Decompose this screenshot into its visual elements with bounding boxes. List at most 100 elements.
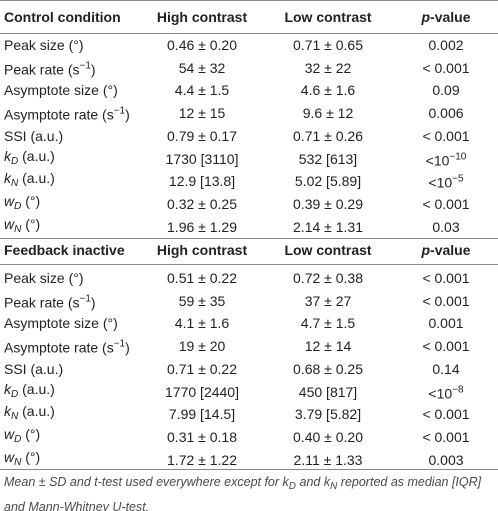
cell-value: 0.001 [428, 315, 464, 332]
text-segment: D [288, 481, 297, 492]
row-label: kN (a.u.) [4, 402, 55, 426]
cell-value: <10−8 [428, 381, 463, 402]
cell-value: 0.14 [432, 360, 460, 377]
cell-value: 0.006 [428, 105, 464, 122]
cell-value: 2.11 ± 1.33 [293, 451, 363, 468]
row-label: SSI (a.u.) [4, 360, 63, 378]
text-segment: Asymptote size (°) [4, 315, 118, 332]
row-label: Asymptote size (°) [4, 314, 118, 332]
text-segment: Peak rate (s [4, 294, 80, 311]
column-header: Low contrast [284, 9, 372, 25]
cell-value: 4.4 ± 1.5 [174, 82, 230, 99]
cell-value: < 0.001 [422, 270, 470, 286]
row-label: SSI (a.u.) [4, 127, 63, 145]
text-segment: D [14, 433, 22, 445]
text-segment: (a.u.) [18, 403, 55, 420]
section-title: Feedback inactive [4, 242, 125, 258]
text-segment: (°) [21, 425, 41, 442]
row-label: Peak rate (s−1) [4, 57, 96, 78]
text-segment: k [4, 170, 11, 187]
rule-line [0, 264, 498, 265]
cell-value: 0.39 ± 0.29 [293, 195, 363, 212]
text-segment: k [4, 403, 11, 420]
cell-value: 54 ± 32 [178, 59, 226, 76]
cell-value: < 0.001 [422, 59, 470, 76]
cell-value: 0.46 ± 0.20 [167, 37, 237, 53]
text-segment: k [4, 380, 11, 397]
cell-value: < 0.001 [422, 406, 470, 423]
text-segment: <10 [428, 174, 453, 191]
cell-value: 2.14 ± 1.31 [293, 218, 363, 235]
text-segment: (°) [21, 215, 41, 232]
column-header: p-value [421, 241, 470, 259]
cell-value: < 0.001 [422, 127, 470, 144]
text-segment: (°) [21, 448, 41, 465]
row-label: wD (°) [4, 425, 40, 449]
cell-value: 0.71 ± 0.22 [167, 360, 237, 377]
cell-value: 32 ± 22 [304, 59, 352, 76]
cell-value: 1.72 ± 1.22 [167, 451, 237, 468]
rule-line [0, 469, 498, 470]
cell-value: 12.9 [13.8] [168, 173, 236, 190]
row-label: Peak rate (s−1) [4, 290, 96, 311]
text-segment: w [4, 192, 15, 209]
column-header: Low contrast [284, 242, 372, 258]
column-header: High contrast [156, 9, 248, 25]
row-label: wN (°) [4, 448, 40, 472]
text-segment: k [4, 147, 11, 164]
text-segment: N [330, 481, 338, 492]
text-segment: Peak size (°) [4, 270, 84, 286]
text-segment: ) [90, 294, 96, 311]
row-label: Asymptote rate (s−1) [4, 336, 130, 357]
text-segment: D [14, 200, 22, 212]
cell-value: 3.79 [5.82] [294, 406, 362, 423]
text-segment: -value [430, 242, 471, 258]
text-segment: −8 [452, 384, 464, 395]
cell-value: < 0.001 [422, 338, 470, 355]
footnote: Mean ± SD and t-test used everywhere exc… [4, 472, 496, 511]
cell-value: 450 [817] [298, 383, 358, 400]
cell-value: 12 ± 14 [304, 338, 352, 355]
text-segment: Peak size (°) [4, 37, 84, 53]
text-segment: (°) [21, 192, 41, 209]
column-header: High contrast [156, 242, 248, 258]
cell-value: 1.96 ± 1.29 [167, 218, 237, 235]
text-segment: and k [296, 475, 331, 489]
text-segment: Peak rate (s [4, 61, 80, 78]
cell-value: 5.02 [5.89] [294, 173, 362, 190]
row-label: kD (a.u.) [4, 147, 55, 171]
text-segment: Asymptote rate (s [4, 339, 114, 356]
cell-value: <10−5 [428, 171, 463, 192]
row-label: Peak size (°) [4, 269, 84, 287]
text-segment: N [11, 178, 19, 190]
text-segment: Mean ± SD and t-test used everywhere exc… [4, 475, 289, 489]
cell-value: 1730 [3110] [165, 150, 239, 167]
text-segment: N [14, 456, 22, 468]
cell-value: 4.1 ± 1.6 [174, 315, 230, 332]
rule-line [0, 33, 498, 34]
text-segment: w [4, 448, 15, 465]
text-segment: −10 [449, 151, 467, 162]
text-segment: ) [125, 106, 130, 123]
text-segment: p [421, 9, 431, 25]
row-label: wN (°) [4, 215, 40, 239]
cell-value: 0.09 [432, 82, 460, 99]
cell-value: < 0.001 [422, 428, 470, 445]
text-segment: <10 [428, 385, 453, 401]
text-segment: ) [90, 61, 96, 78]
text-segment: -value [430, 9, 471, 25]
text-segment: (a.u.) [18, 170, 55, 187]
text-segment: D [11, 388, 19, 400]
cell-value: 19 ± 20 [178, 338, 226, 355]
cell-value: 0.68 ± 0.25 [293, 360, 363, 377]
text-segment: −1 [79, 293, 91, 305]
text-segment: ) [125, 339, 130, 356]
text-segment: Asymptote rate (s [4, 106, 114, 123]
text-segment: −5 [452, 173, 464, 185]
text-segment: <10 [425, 152, 450, 168]
text-segment: −1 [113, 105, 126, 117]
column-header: p-value [421, 8, 470, 26]
cell-value: 0.03 [432, 218, 460, 235]
text-segment: w [4, 425, 15, 442]
cell-value: < 0.001 [422, 292, 470, 309]
